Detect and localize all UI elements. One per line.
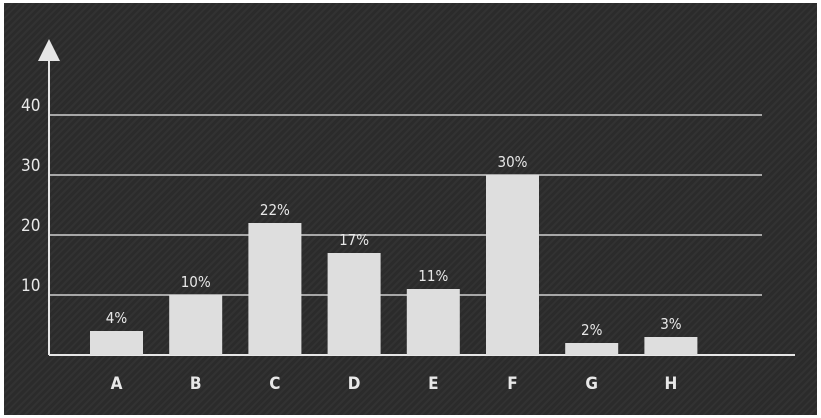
x-tick-label-a: A <box>111 374 123 394</box>
data-label-d: 17% <box>339 231 369 249</box>
gridlines <box>49 114 762 296</box>
y-tick-label: 40 <box>21 96 40 116</box>
chart-panel: 10 20 30 40 4% 10% 22% 17% 11% 30% 2% 3% A B C D E F G H <box>4 3 817 415</box>
y-axis-arrow-icon <box>38 39 60 61</box>
x-tick-label-e: E <box>428 374 438 394</box>
x-tick-label-c: C <box>269 374 280 394</box>
data-label-h: 3% <box>660 315 682 333</box>
x-tick-labels: A B C D E F G H <box>111 374 678 394</box>
bar-c <box>248 223 302 355</box>
data-label-a: 4% <box>106 309 128 327</box>
y-tick-label: 20 <box>21 216 40 236</box>
bar-f <box>486 175 539 355</box>
data-label-c: 22% <box>260 201 290 219</box>
y-tick-label: 30 <box>21 156 40 176</box>
data-labels: 4% 10% 22% 17% 11% 30% 2% 3% <box>106 153 682 339</box>
data-label-e: 11% <box>418 267 448 285</box>
bar-a <box>90 331 143 355</box>
bar-g <box>565 343 619 355</box>
y-tick-labels: 10 20 30 40 <box>21 96 40 296</box>
x-tick-label-d: D <box>348 374 361 394</box>
data-label-g: 2% <box>581 321 603 339</box>
y-axis <box>38 39 60 355</box>
bar-d <box>327 253 381 355</box>
bar-b <box>169 295 223 355</box>
bar-h <box>644 337 698 355</box>
data-label-b: 10% <box>181 273 211 291</box>
bars <box>90 175 698 355</box>
x-tick-label-b: B <box>190 374 202 394</box>
bar-e <box>406 289 460 355</box>
x-tick-label-h: H <box>664 374 677 394</box>
y-tick-label: 10 <box>21 276 40 296</box>
x-tick-label-f: F <box>507 374 517 394</box>
x-tick-label-g: G <box>585 374 598 394</box>
bar-chart: 10 20 30 40 4% 10% 22% 17% 11% 30% 2% 3% A B C D E F G H <box>21 39 795 394</box>
data-label-f: 30% <box>498 153 528 171</box>
